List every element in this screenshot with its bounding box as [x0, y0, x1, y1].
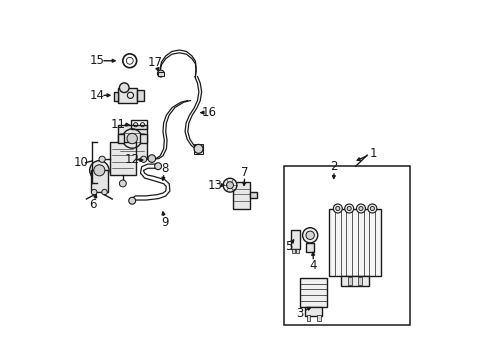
Bar: [306, 315, 309, 321]
Bar: [305, 307, 322, 316]
Circle shape: [91, 189, 97, 195]
Text: 17: 17: [147, 56, 163, 69]
Text: 13: 13: [207, 179, 222, 192]
Text: 10: 10: [74, 156, 89, 169]
Bar: [114, 92, 118, 100]
Text: 9: 9: [161, 216, 168, 229]
Text: 4: 4: [309, 259, 317, 272]
Bar: [284, 166, 409, 325]
Text: 15: 15: [89, 54, 104, 67]
Bar: [131, 120, 147, 129]
Circle shape: [148, 155, 155, 162]
Circle shape: [223, 178, 236, 192]
Circle shape: [94, 165, 104, 176]
Text: 12: 12: [124, 153, 140, 166]
Bar: [109, 142, 136, 175]
Text: 11: 11: [111, 118, 125, 131]
Bar: [299, 278, 327, 307]
Circle shape: [154, 163, 161, 170]
Text: 7: 7: [241, 166, 248, 179]
Circle shape: [358, 206, 362, 211]
Bar: [140, 134, 146, 143]
Circle shape: [119, 83, 129, 93]
Bar: [194, 144, 203, 154]
Circle shape: [140, 156, 146, 162]
Bar: [341, 276, 368, 285]
Circle shape: [369, 206, 374, 211]
Bar: [158, 72, 164, 76]
Bar: [305, 243, 314, 252]
Bar: [296, 249, 299, 253]
Circle shape: [194, 144, 203, 153]
Text: 2: 2: [330, 160, 337, 174]
Circle shape: [335, 206, 339, 211]
Bar: [233, 182, 249, 210]
Text: 8: 8: [161, 162, 168, 175]
Bar: [118, 89, 137, 103]
Circle shape: [346, 206, 350, 211]
Text: 14: 14: [89, 89, 104, 102]
Circle shape: [356, 204, 365, 213]
Bar: [90, 170, 108, 192]
Bar: [118, 125, 147, 159]
Circle shape: [119, 180, 126, 187]
Text: 6: 6: [89, 198, 97, 211]
Bar: [316, 315, 320, 321]
Text: 1: 1: [368, 147, 376, 159]
Text: 5: 5: [285, 240, 292, 253]
Bar: [249, 192, 257, 198]
Circle shape: [128, 197, 135, 204]
Circle shape: [99, 156, 105, 162]
Text: 3: 3: [296, 307, 303, 320]
Circle shape: [367, 204, 376, 213]
Bar: [328, 208, 380, 276]
Circle shape: [89, 161, 109, 180]
Bar: [358, 277, 362, 285]
Bar: [137, 90, 143, 100]
Text: 16: 16: [202, 106, 216, 119]
Circle shape: [226, 182, 233, 189]
Bar: [118, 134, 123, 143]
Circle shape: [127, 133, 137, 144]
Circle shape: [305, 231, 314, 239]
Circle shape: [344, 204, 353, 213]
Bar: [347, 277, 351, 285]
Circle shape: [157, 70, 164, 77]
Circle shape: [333, 204, 342, 213]
Circle shape: [102, 189, 107, 195]
Circle shape: [302, 228, 317, 243]
Bar: [292, 249, 294, 253]
Bar: [290, 230, 300, 249]
